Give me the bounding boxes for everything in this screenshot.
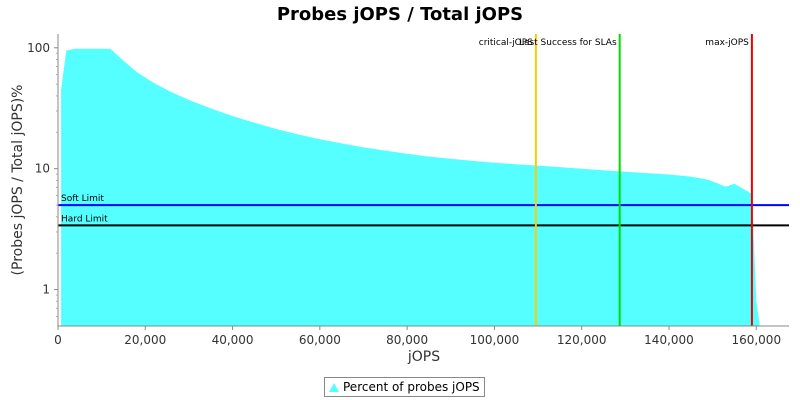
x-tick-label-1: 20,000	[124, 333, 166, 347]
legend-swatch-icon	[329, 382, 339, 392]
chart-title: Probes jOPS / Total jOPS	[277, 4, 523, 25]
hline-label-1: Hard Limit	[61, 214, 108, 224]
x-tick-label-5: 100,000	[470, 333, 520, 347]
x-tick-label-3: 60,000	[299, 333, 341, 347]
legend: Percent of probes jOPS	[324, 377, 485, 397]
legend-label: Percent of probes jOPS	[343, 380, 480, 394]
x-tick-label-6: 120,000	[557, 333, 607, 347]
y-tick-label-2: 100	[27, 41, 50, 55]
y-tick-label-0: 1	[42, 283, 50, 297]
vline-label-0: critical-jOPS	[479, 38, 533, 48]
x-tick-label-0: 0	[54, 333, 62, 347]
y-tick-label-1: 10	[35, 162, 50, 176]
vline-label-1: Last Success for SLAs	[519, 38, 617, 48]
vline-label-2: max-jOPS	[705, 38, 749, 48]
series-area-0	[61, 48, 760, 327]
x-axis-title: jOPS	[407, 349, 440, 365]
x-tick-label-4: 80,000	[386, 333, 428, 347]
x-tick-label-2: 40,000	[212, 333, 254, 347]
hline-label-0: Soft Limit	[61, 194, 104, 204]
y-axis-title: (Probes jOPS / Total jOPS)%	[10, 85, 26, 276]
x-tick-label-7: 140,000	[644, 333, 694, 347]
x-tick-label-8: 160,000	[731, 333, 781, 347]
